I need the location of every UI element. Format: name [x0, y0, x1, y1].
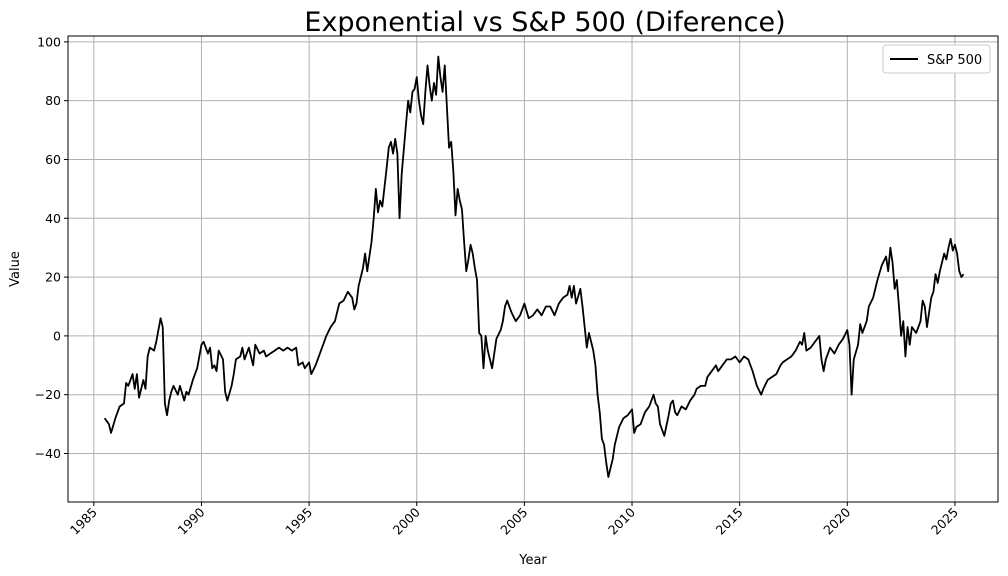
legend-box [882, 44, 991, 74]
series-line-0 [103, 55, 965, 478]
legend-label-sp500: S&P 500 [927, 53, 982, 68]
grid [68, 36, 998, 502]
y-tick-label: 80 [45, 93, 61, 108]
y-tick-label: −40 [35, 446, 61, 461]
series-layer [103, 55, 965, 478]
chart-title: Exponential vs S&P 500 (Diference) [304, 7, 785, 38]
y-axis-label: Value [8, 251, 23, 287]
y-tick-label: 60 [45, 152, 61, 167]
legend: S&P 500 [882, 44, 991, 74]
y-tick-label: −20 [35, 387, 61, 402]
y-tick-label: 100 [37, 34, 61, 49]
y-tick-label: 0 [53, 328, 61, 343]
plot-area-frame [67, 35, 999, 503]
y-tick-label: 20 [45, 270, 61, 285]
y-tick-label: 40 [45, 211, 61, 226]
x-axis-label: Year [518, 553, 547, 568]
